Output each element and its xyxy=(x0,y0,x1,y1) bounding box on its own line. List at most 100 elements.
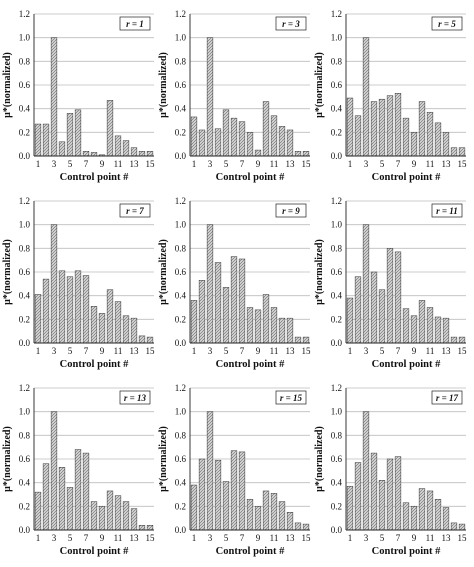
bar xyxy=(386,95,394,157)
y-tick-label: 0.6 xyxy=(331,80,343,90)
r-label: r = 13 xyxy=(124,393,147,403)
y-axis-title: μ*(normalized) xyxy=(314,52,325,118)
y-axis-title: μ*(normalized) xyxy=(158,426,169,492)
bar xyxy=(458,336,466,344)
x-tick-label: 7 xyxy=(84,346,89,356)
bar xyxy=(286,129,294,157)
x-tick-label: 11 xyxy=(114,159,123,169)
r-label: r = 9 xyxy=(282,206,300,216)
bar xyxy=(386,248,394,344)
bar xyxy=(58,467,66,531)
x-tick-label: 3 xyxy=(208,159,213,169)
bar xyxy=(394,456,402,531)
bar xyxy=(130,147,138,157)
x-tick-label: 3 xyxy=(208,533,213,543)
bar xyxy=(138,525,146,531)
y-tick-label: 0.2 xyxy=(331,314,342,324)
bar xyxy=(410,315,418,344)
y-tick-label: 0.2 xyxy=(19,314,30,324)
y-tick-label: 0.6 xyxy=(331,454,343,464)
y-tick-label: 1.0 xyxy=(19,407,31,417)
bar xyxy=(230,450,238,531)
x-tick-label: 7 xyxy=(240,346,245,356)
y-axis-title: μ*(normalized) xyxy=(158,52,169,118)
x-tick-label: 15 xyxy=(302,159,312,169)
x-tick-label: 15 xyxy=(146,533,156,543)
bar xyxy=(222,481,230,531)
bar xyxy=(190,300,198,344)
y-tick-label: 0.0 xyxy=(19,525,31,535)
x-tick-label: 9 xyxy=(256,346,261,356)
chart-panel-3: 0.00.20.40.60.81.01.21 3 5 7 9 11 13 15Control … xyxy=(314,9,467,183)
bar xyxy=(370,452,378,531)
y-tick-label: 1.2 xyxy=(331,383,342,393)
y-tick-label: 0.6 xyxy=(19,80,31,90)
y-axis-title: μ*(normalized) xyxy=(2,52,13,118)
chart-panel-1: 0.00.20.40.60.81.01.21 3 5 7 9 11 13 15Control … xyxy=(2,9,155,183)
x-tick-label: 15 xyxy=(458,533,468,543)
bar xyxy=(214,459,222,531)
x-tick-label: 3 xyxy=(364,159,369,169)
bar xyxy=(214,262,222,344)
x-tick-label: 1 xyxy=(192,533,197,543)
chart-panel-2: 0.00.20.40.60.81.01.21 3 5 7 9 11 13 15Control … xyxy=(158,9,311,183)
y-tick-label: 0.8 xyxy=(19,430,31,440)
x-tick-label: 13 xyxy=(130,159,140,169)
y-tick-label: 1.2 xyxy=(175,383,186,393)
bar xyxy=(214,128,222,157)
x-tick-label: 15 xyxy=(302,533,312,543)
bar xyxy=(262,490,270,531)
x-tick-label: 13 xyxy=(442,533,452,543)
x-tick-label: 13 xyxy=(130,346,140,356)
bar xyxy=(74,109,82,157)
bar xyxy=(114,301,122,344)
x-tick-label: 9 xyxy=(256,533,261,543)
bar xyxy=(346,485,354,531)
y-tick-label: 0.6 xyxy=(175,267,187,277)
y-tick-label: 1.0 xyxy=(19,220,31,230)
bar xyxy=(458,147,466,157)
y-tick-label: 0.4 xyxy=(331,291,343,301)
x-tick-label: 3 xyxy=(52,346,57,356)
bar xyxy=(90,152,98,157)
y-tick-label: 0.8 xyxy=(175,430,187,440)
y-tick-label: 0.2 xyxy=(19,127,30,137)
bar xyxy=(402,308,410,344)
x-tick-label: 1 xyxy=(36,159,41,169)
y-axis-title: μ*(normalized) xyxy=(314,239,325,305)
bar xyxy=(34,123,42,157)
bar xyxy=(434,122,442,157)
bar xyxy=(34,491,42,531)
bar xyxy=(206,37,214,157)
chart-panel-8: 0.00.20.40.60.81.01.21 3 5 7 9 11 13 15Control … xyxy=(158,383,311,557)
r-label-box xyxy=(275,16,307,31)
bar xyxy=(246,132,254,157)
y-tick-label: 0.6 xyxy=(175,454,187,464)
x-tick-label: 9 xyxy=(100,346,105,356)
bar xyxy=(82,452,90,531)
y-tick-label: 0.8 xyxy=(175,243,187,253)
x-tick-label: 9 xyxy=(100,533,105,543)
y-axis-title: μ*(normalized) xyxy=(314,426,325,492)
x-tick-label: 11 xyxy=(270,533,279,543)
bar xyxy=(426,490,434,531)
x-tick-label: 5 xyxy=(380,533,385,543)
bar xyxy=(450,522,458,531)
bar xyxy=(254,149,262,157)
bar xyxy=(190,116,198,157)
bar xyxy=(302,151,310,157)
y-tick-label: 1.0 xyxy=(331,407,343,417)
x-axis-title: Control point # xyxy=(372,359,441,370)
bar xyxy=(370,271,378,344)
bar xyxy=(450,336,458,344)
x-tick-label: 11 xyxy=(270,159,279,169)
bar xyxy=(130,508,138,531)
x-tick-label: 9 xyxy=(256,159,261,169)
y-tick-label: 1.0 xyxy=(331,33,343,43)
x-tick-label: 3 xyxy=(52,533,57,543)
bar xyxy=(34,294,42,344)
y-tick-label: 1.0 xyxy=(175,220,187,230)
r-label-box xyxy=(275,390,307,405)
x-tick-label: 5 xyxy=(68,159,73,169)
